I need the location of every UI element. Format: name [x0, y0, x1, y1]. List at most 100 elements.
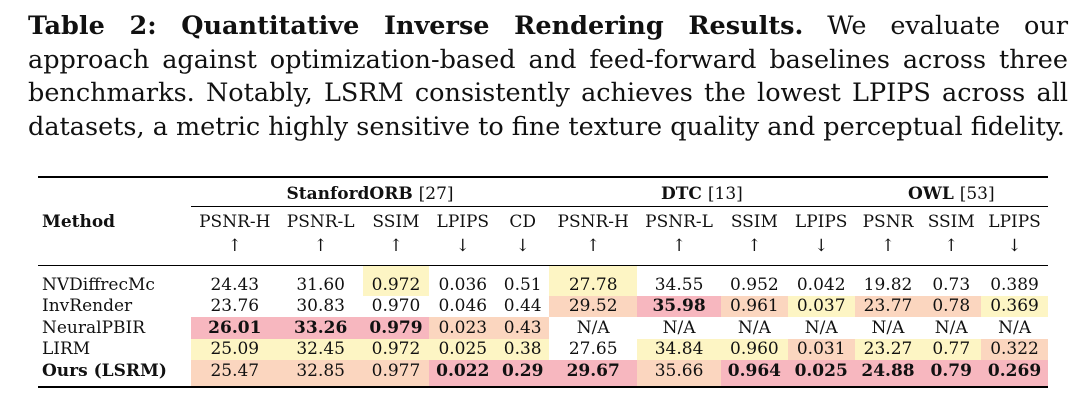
metric-header: CD: [509, 212, 537, 232]
table-cell: 0.022: [429, 360, 497, 387]
table-cell: 0.77: [921, 338, 982, 360]
method-name: NeuralPBIR: [42, 317, 146, 338]
table-cell: 0.269: [981, 360, 1048, 387]
metric-direction-arrow: ↑: [313, 236, 328, 256]
table-cell: N/A: [576, 317, 610, 338]
metric-header: PSNR: [862, 212, 914, 232]
table-cell: 0.51: [503, 274, 542, 295]
table-cell: 0.960: [720, 338, 788, 360]
method-name: LIRM: [42, 339, 91, 360]
metric-direction-arrow: ↑: [880, 236, 896, 256]
table-cell: 33.26: [278, 317, 363, 339]
table-cell: 0.964: [720, 360, 788, 387]
table-cell: 0.322: [981, 338, 1048, 360]
metric-header: PSNR-L: [645, 212, 713, 232]
table-cell: 24.43: [210, 274, 260, 295]
table-cell: 32.85: [278, 360, 363, 387]
table-cell: 34.55: [654, 274, 704, 295]
results-table: Method StanfordORB [27] DTC [13] OWL [53…: [38, 176, 1048, 388]
table-cell: 23.27: [854, 338, 922, 360]
table-cell: 30.83: [296, 296, 345, 317]
table-cell: 0.025: [787, 360, 855, 387]
method-column-header: Method: [42, 211, 116, 232]
table-row: Ours (LSRM) 25.47 32.85 0.977 0.022 0.29 29.67…: [38, 360, 1048, 387]
table-cell: 0.38: [496, 338, 550, 360]
table-row: NeuralPBIR 26.01 33.26 0.979 0.023 0.43 N/A N/A…: [38, 317, 1048, 339]
metric-direction-arrow: ↓: [814, 236, 829, 256]
caption-title: Table 2: Quantitative Inverse Rendering …: [28, 11, 804, 41]
table-cell: N/A: [934, 317, 968, 338]
arrow-header-row: ↑ ↑ ↑ ↓ ↓ ↑ ↑ ↑ ↓ ↑ ↑ ↓: [38, 233, 1048, 266]
table-cell: 0.036: [438, 274, 488, 295]
table-cell: 0.031: [787, 338, 855, 360]
table-cell: 35.66: [637, 360, 721, 387]
metric-direction-arrow: ↓: [515, 236, 530, 256]
table-cell: 0.961: [720, 295, 788, 317]
metric-direction-arrow: ↑: [227, 236, 242, 256]
metric-direction-arrow: ↑: [388, 236, 404, 256]
metric-direction-arrow: ↑: [671, 236, 687, 256]
table-cell: 0.369: [981, 295, 1048, 317]
table-cell: 27.65: [568, 339, 618, 360]
table-row: NVDiffrecMc 24.43 31.60 0.972 0.036 0.51 27.78…: [38, 265, 1048, 296]
caption-body: We evaluate our approach against optimiz…: [28, 11, 1069, 142]
method-name: NVDiffrecMc: [42, 274, 155, 295]
table-cell: 0.389: [990, 274, 1039, 295]
table-cell: 0.037: [787, 295, 855, 317]
table-cell: 0.972: [362, 338, 430, 360]
table-cell: 26.01: [190, 317, 279, 339]
metric-direction-arrow: ↓: [1007, 236, 1022, 256]
metric-header: PSNR-L: [286, 212, 355, 232]
table-cell: 35.98: [637, 295, 721, 317]
table-cell: 31.60: [296, 274, 345, 295]
table-cell: 25.09: [190, 338, 279, 360]
table-cell: 23.77: [854, 295, 922, 317]
metric-header: SSIM: [927, 212, 975, 232]
method-name: Ours (LSRM): [42, 360, 167, 381]
metric-header: SSIM: [372, 212, 420, 232]
metric-header: PSNR-H: [199, 212, 271, 232]
metric-header: LPIPS: [436, 212, 490, 232]
table-cell: N/A: [662, 317, 696, 338]
table-cell: 0.042: [796, 274, 846, 295]
table-cell: 29.52: [549, 295, 638, 317]
table-cell: 27.78: [549, 265, 638, 296]
metric-direction-arrow: ↓: [455, 236, 470, 256]
table-cell: 29.67: [549, 360, 638, 387]
group-header-dtc: DTC [13]: [549, 177, 855, 207]
table-cell: 0.025: [429, 338, 497, 360]
table-cell: 24.88: [854, 360, 922, 387]
table-cell: N/A: [998, 317, 1031, 338]
metric-direction-arrow: ↑: [586, 236, 601, 256]
group-header-row: Method StanfordORB [27] DTC [13] OWL [53…: [38, 177, 1048, 232]
table-cell: 0.023: [429, 317, 497, 339]
metric-direction-arrow: ↑: [944, 236, 959, 256]
table-cell: 32.45: [278, 338, 363, 360]
metric-header-row: PSNR-H PSNR-L SSIM LPIPS CD PSNR-H PSNR-L SSIM L…: [38, 207, 1048, 234]
table-body: NVDiffrecMc 24.43 31.60 0.972 0.036 0.51 27.78…: [38, 265, 1048, 387]
table-cell: 0.979: [362, 317, 430, 339]
group-header-stanfordorb: StanfordORB [27]: [190, 177, 550, 207]
table-cell: 0.952: [730, 274, 779, 295]
metric-header: LPIPS: [794, 212, 848, 232]
table-caption: Table 2: Quantitative Inverse Rendering …: [28, 10, 1068, 144]
table-cell: 0.977: [362, 360, 430, 387]
table-cell: 0.43: [496, 317, 550, 339]
metric-direction-arrow: ↑: [747, 236, 762, 256]
table-cell: 19.82: [863, 274, 913, 295]
table-cell: 0.29: [496, 360, 550, 387]
table-cell: N/A: [737, 317, 771, 338]
table-cell: N/A: [804, 317, 838, 338]
metric-header: SSIM: [730, 212, 778, 232]
table-cell: 0.78: [921, 295, 982, 317]
table-cell: 0.73: [932, 274, 971, 295]
table-cell: 25.47: [190, 360, 279, 387]
group-header-owl: OWL [53]: [854, 177, 1048, 207]
table-cell: 0.046: [438, 296, 488, 317]
table-cell: 0.44: [503, 296, 542, 317]
table-row: LIRM 25.09 32.45 0.972 0.025 0.38 27.65 34.84 0.…: [38, 338, 1048, 360]
table-cell: N/A: [871, 317, 905, 338]
table-row: InvRender 23.76 30.83 0.970 0.046 0.44 29.52 35…: [38, 295, 1048, 317]
table-cell: 34.84: [637, 338, 721, 360]
metric-header: PSNR-H: [557, 212, 629, 232]
